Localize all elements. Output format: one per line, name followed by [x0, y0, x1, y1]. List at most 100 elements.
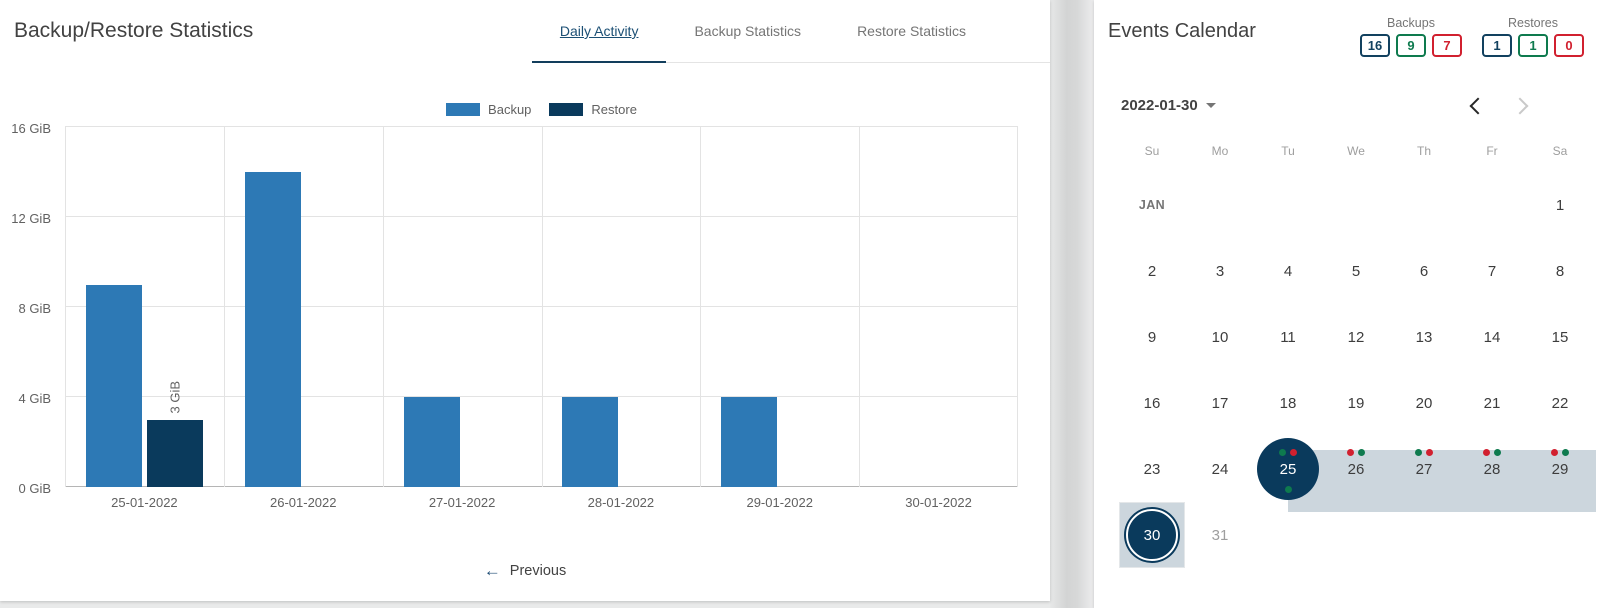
day-number: 11 [1280, 328, 1296, 346]
day-2[interactable]: 2 [1118, 238, 1186, 304]
day-22[interactable]: 22 [1526, 370, 1594, 436]
backup-bar[interactable] [244, 172, 301, 487]
calendar-grid: JAN 1 2 3 4 5 6 7 8 9 10 11 12 13 14 15 16 17 18 19 20 21 22 23… [1118, 172, 1596, 568]
bar-group [859, 127, 1018, 487]
empty-cell [1526, 502, 1594, 568]
backup-restore-statistics-panel: Backup/Restore Statistics Daily Activity… [0, 0, 1050, 601]
day-18[interactable]: 18 [1254, 370, 1322, 436]
counter-badges: 16 9 7 [1360, 34, 1462, 57]
day-10[interactable]: 10 [1186, 304, 1254, 370]
event-dots [1526, 449, 1594, 456]
count-badge-red: 7 [1432, 34, 1462, 57]
prev-month-icon[interactable] [1469, 97, 1487, 114]
day-4[interactable]: 4 [1254, 238, 1322, 304]
red-event-dot [1426, 449, 1433, 456]
day-number: 16 [1143, 394, 1161, 412]
empty-cell [1186, 172, 1254, 238]
count-badge-navy: 16 [1360, 34, 1390, 57]
legend-label: Restore [591, 102, 637, 117]
day-28[interactable]: 28 [1458, 436, 1526, 502]
day-7[interactable]: 7 [1458, 238, 1526, 304]
weekday-mo: Mo [1211, 144, 1229, 158]
day-number: 27 [1415, 460, 1433, 478]
tab-backup-statistics[interactable]: Backup Statistics [694, 23, 802, 39]
calendar-controls: 2022-01-30 [1121, 97, 1614, 114]
day-number: 26 [1347, 460, 1365, 478]
bar-slot [403, 127, 460, 487]
day-number: 5 [1351, 262, 1361, 280]
day-1[interactable]: 1 [1526, 172, 1594, 238]
date-selector[interactable]: 2022-01-30 [1121, 97, 1216, 114]
event-dots [1390, 449, 1458, 456]
calendar-title: Events Calendar [1108, 20, 1256, 42]
event-counters: Backups 16 9 7 Restores 1 1 0 [1360, 16, 1584, 57]
day-19[interactable]: 19 [1322, 370, 1390, 436]
day-5[interactable]: 5 [1322, 238, 1390, 304]
day-number: 28 [1483, 460, 1501, 478]
panel-divider [1050, 0, 1094, 608]
empty-cell [1254, 502, 1322, 568]
green-event-dot [1284, 486, 1292, 493]
bar-slot [941, 127, 997, 487]
day-31[interactable]: 31 [1186, 502, 1254, 568]
day-number: 19 [1347, 394, 1365, 412]
y-axis-labels: 0 GiB 4 GiB 8 GiB 12 GiB 16 GiB [0, 121, 57, 496]
day-3[interactable]: 3 [1186, 238, 1254, 304]
dropdown-caret-icon [1205, 103, 1216, 108]
day-number: 15 [1551, 328, 1569, 346]
day-30[interactable]: 30 [1118, 502, 1186, 568]
backup-bar[interactable] [85, 284, 142, 487]
day-number: 8 [1555, 262, 1565, 280]
day-6[interactable]: 6 [1390, 238, 1458, 304]
previous-button[interactable]: ← Previous [0, 562, 1050, 579]
legend-swatch [549, 103, 584, 116]
weekday-tu: Tu [1281, 144, 1295, 158]
gridline-v [859, 127, 861, 487]
day-14[interactable]: 14 [1458, 304, 1526, 370]
gridline-v [223, 127, 225, 487]
backup-bar[interactable] [403, 397, 460, 487]
day-13[interactable]: 13 [1390, 304, 1458, 370]
tab-daily-activity[interactable]: Daily Activity [531, 0, 667, 63]
day-26[interactable]: 26 [1322, 436, 1390, 502]
day-17[interactable]: 17 [1186, 370, 1254, 436]
day-16[interactable]: 16 [1118, 370, 1186, 436]
tab-restore-statistics[interactable]: Restore Statistics [857, 23, 966, 39]
day-24[interactable]: 24 [1186, 436, 1254, 502]
day-29[interactable]: 29 [1526, 436, 1594, 502]
red-event-dot [1290, 449, 1297, 456]
day-12[interactable]: 12 [1322, 304, 1390, 370]
day-11[interactable]: 11 [1254, 304, 1322, 370]
bar-slot [721, 127, 778, 487]
empty-cell [1390, 172, 1458, 238]
day-number: 24 [1211, 460, 1229, 478]
backup-bar[interactable] [562, 397, 619, 487]
day-number: 17 [1211, 394, 1229, 412]
day-number: 2 [1147, 262, 1157, 280]
bar-group [383, 127, 542, 487]
day-15[interactable]: 15 [1526, 304, 1594, 370]
previous-label: Previous [509, 562, 567, 579]
backup-bar[interactable] [721, 397, 778, 487]
day-9[interactable]: 9 [1118, 304, 1186, 370]
restore-bar[interactable] [146, 419, 203, 487]
selected-week-band [1288, 450, 1596, 512]
bar-group: 3 GiB [65, 127, 224, 487]
day-27[interactable]: 27 [1390, 436, 1458, 502]
counter-backups: Backups 16 9 7 [1360, 16, 1462, 57]
next-month-icon[interactable] [1511, 97, 1529, 114]
y-tick-label: 8 GiB [18, 301, 51, 316]
day-number: 9 [1147, 328, 1157, 346]
bar-chart: 3 GiB [65, 126, 1018, 487]
day-20[interactable]: 20 [1390, 370, 1458, 436]
day-8[interactable]: 8 [1526, 238, 1594, 304]
day-21[interactable]: 21 [1458, 370, 1526, 436]
red-event-dot [1483, 449, 1490, 456]
month-nav [1469, 97, 1529, 114]
bar-slot: 3 GiB [146, 127, 203, 487]
day-number: 14 [1483, 328, 1501, 346]
counter-restores: Restores 1 1 0 [1482, 16, 1584, 57]
day-number: 12 [1347, 328, 1365, 346]
day-23[interactable]: 23 [1118, 436, 1186, 502]
day-25[interactable]: 25 [1254, 436, 1322, 502]
